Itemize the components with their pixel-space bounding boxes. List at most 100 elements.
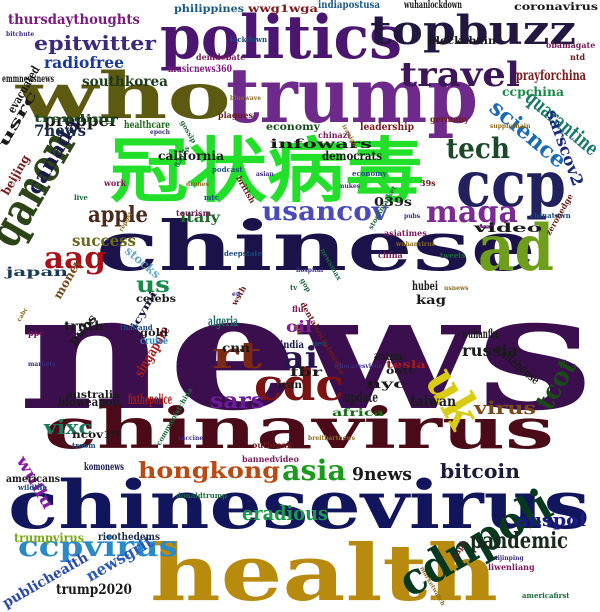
cloud-word: politics xyxy=(160,3,402,73)
cloud-word: cnn xyxy=(222,341,250,355)
cloud-word: tesla xyxy=(386,360,427,371)
cloud-word: epitwitter xyxy=(34,31,156,55)
cloud-word: who xyxy=(15,59,231,134)
cloud-word: hongkong xyxy=(138,458,280,484)
cloud-word: cruise xyxy=(140,336,168,347)
cloud-word: bioweapon xyxy=(58,395,120,409)
cloud-word-small: chinatown xyxy=(530,211,571,220)
cloud-word: democrats xyxy=(322,149,382,163)
cloud-word: oott xyxy=(386,366,414,377)
cloud-word: tech xyxy=(446,132,510,165)
cloud-word: trump xyxy=(226,51,478,140)
cloud-word: prepper xyxy=(44,110,118,131)
cloud-word: fixthepolice xyxy=(128,392,172,408)
cloud-word-small: drones xyxy=(186,181,210,188)
cloud-word: italy xyxy=(180,210,221,226)
cloud-word-small: economy xyxy=(352,169,388,178)
cloud-word-small: btc xyxy=(292,324,304,337)
cloud-word: california xyxy=(158,149,224,163)
cloud-word: india xyxy=(280,340,304,351)
cloud-word-small: ppc xyxy=(28,328,44,338)
cloud-word: ai xyxy=(282,341,318,376)
cloud-word-small: new xyxy=(312,339,329,348)
cloud-word-small: germany xyxy=(430,114,469,124)
cloud-word: australia xyxy=(66,390,121,401)
cloud-word: economy xyxy=(266,122,321,133)
cloud-word: news xyxy=(18,258,593,446)
cloud-word-small: epoch xyxy=(150,129,171,136)
cloud-word: kag xyxy=(416,293,447,307)
cloud-word: update xyxy=(344,390,378,406)
cloud-word-small: vaccine xyxy=(177,435,203,442)
cloud-word: chinavirus xyxy=(44,396,554,462)
cloud-word: russia xyxy=(462,341,518,360)
cloud-word-small: flu xyxy=(292,304,304,314)
cloud-word: musicnews360 xyxy=(168,64,232,75)
cloud-word-small: usnews xyxy=(444,285,469,292)
cloud-word-small: bannedvideo xyxy=(242,454,299,464)
cloud-word: infowars xyxy=(270,137,372,151)
cloud-word: truth xyxy=(64,319,104,333)
cloud-word: asia xyxy=(282,454,346,487)
cloud-word: hubei xyxy=(412,279,438,293)
cloud-word: eradious xyxy=(242,501,328,525)
cloud-word: wuhanlockdown xyxy=(403,0,462,11)
cloud-word: video xyxy=(472,221,542,235)
cloud-word-small: markets xyxy=(28,361,56,368)
cloud-word-small: mtc xyxy=(204,193,219,202)
cloud-word-small: ntd xyxy=(570,52,586,62)
cloud-word-small: live xyxy=(74,193,88,202)
cloud-word: trumpvirus xyxy=(14,531,84,545)
cloud-word: auspol xyxy=(516,510,586,531)
cloud-word: 039s xyxy=(374,195,412,209)
cloud-word: amazon xyxy=(374,349,402,363)
cloud-word: emmnewsnews xyxy=(2,74,54,85)
cloud-word-small: wildlife xyxy=(17,483,48,492)
cloud-word-small: deepstate xyxy=(224,249,263,258)
cloud-word-small: liwenliang xyxy=(488,562,535,572)
cloud-word: wwg1wga xyxy=(247,4,319,15)
cloud-word: oil xyxy=(286,317,312,336)
cloud-word: pandemic xyxy=(470,528,568,554)
cloud-word-small: breitbartnews xyxy=(308,435,356,442)
cloud-word-small: obamagate xyxy=(546,40,595,50)
cloud-word: apple xyxy=(88,202,148,228)
cloud-word-small: work xyxy=(103,178,126,188)
cloud-word: ncov19 xyxy=(72,430,120,441)
cloud-word: 9news xyxy=(352,464,412,485)
cloud-word-small: tourism xyxy=(176,208,212,218)
cloud-word: coronavirus xyxy=(514,2,598,13)
cloud-word: africa xyxy=(332,408,385,419)
cloud-word: vixc xyxy=(43,415,92,439)
cloud-word: bitcoin xyxy=(440,459,520,483)
cloud-word-small: eu xyxy=(232,291,241,298)
cloud-word: komonews xyxy=(84,462,124,473)
cloud-word: southkorea xyxy=(82,74,168,90)
cloud-word-small: nukes xyxy=(340,183,361,190)
cloud-word-small: hospital xyxy=(296,267,324,274)
cloud-word-small: 39s xyxy=(420,178,436,188)
cloud-word: chinese xyxy=(96,207,536,287)
cloud-word: ccpchina xyxy=(502,85,564,99)
cloud-word: trending xyxy=(34,114,116,125)
cloud-word: gold xyxy=(140,328,168,339)
cloud-word-small: wuhanvirus xyxy=(395,241,435,248)
cloud-word: trump2020 xyxy=(56,582,132,598)
cloud-word: healthcare xyxy=(124,120,170,131)
cloud-word-small: lockdown xyxy=(230,35,267,44)
cloud-word-small: americafirst xyxy=(522,591,570,600)
cloud-word: taiwan xyxy=(410,394,456,410)
cloud-word: travel xyxy=(400,55,520,95)
cloud-word: chinesevirus xyxy=(8,466,590,544)
cloud-word: health xyxy=(150,528,498,612)
cloud-word-small: thailand xyxy=(120,323,153,332)
cloud-word: algeria xyxy=(208,314,238,330)
cloud-word-small: podcast xyxy=(212,165,243,174)
cloud-word-small: troom xyxy=(72,441,96,450)
cloud-word-small: bitchute xyxy=(6,31,34,38)
cloud-word-small: asian xyxy=(256,171,274,178)
cloud-word-small: donaldtrump xyxy=(176,491,227,500)
cloud-word-small: xijinping xyxy=(494,555,525,562)
cloud-word-small: tv xyxy=(290,283,298,292)
